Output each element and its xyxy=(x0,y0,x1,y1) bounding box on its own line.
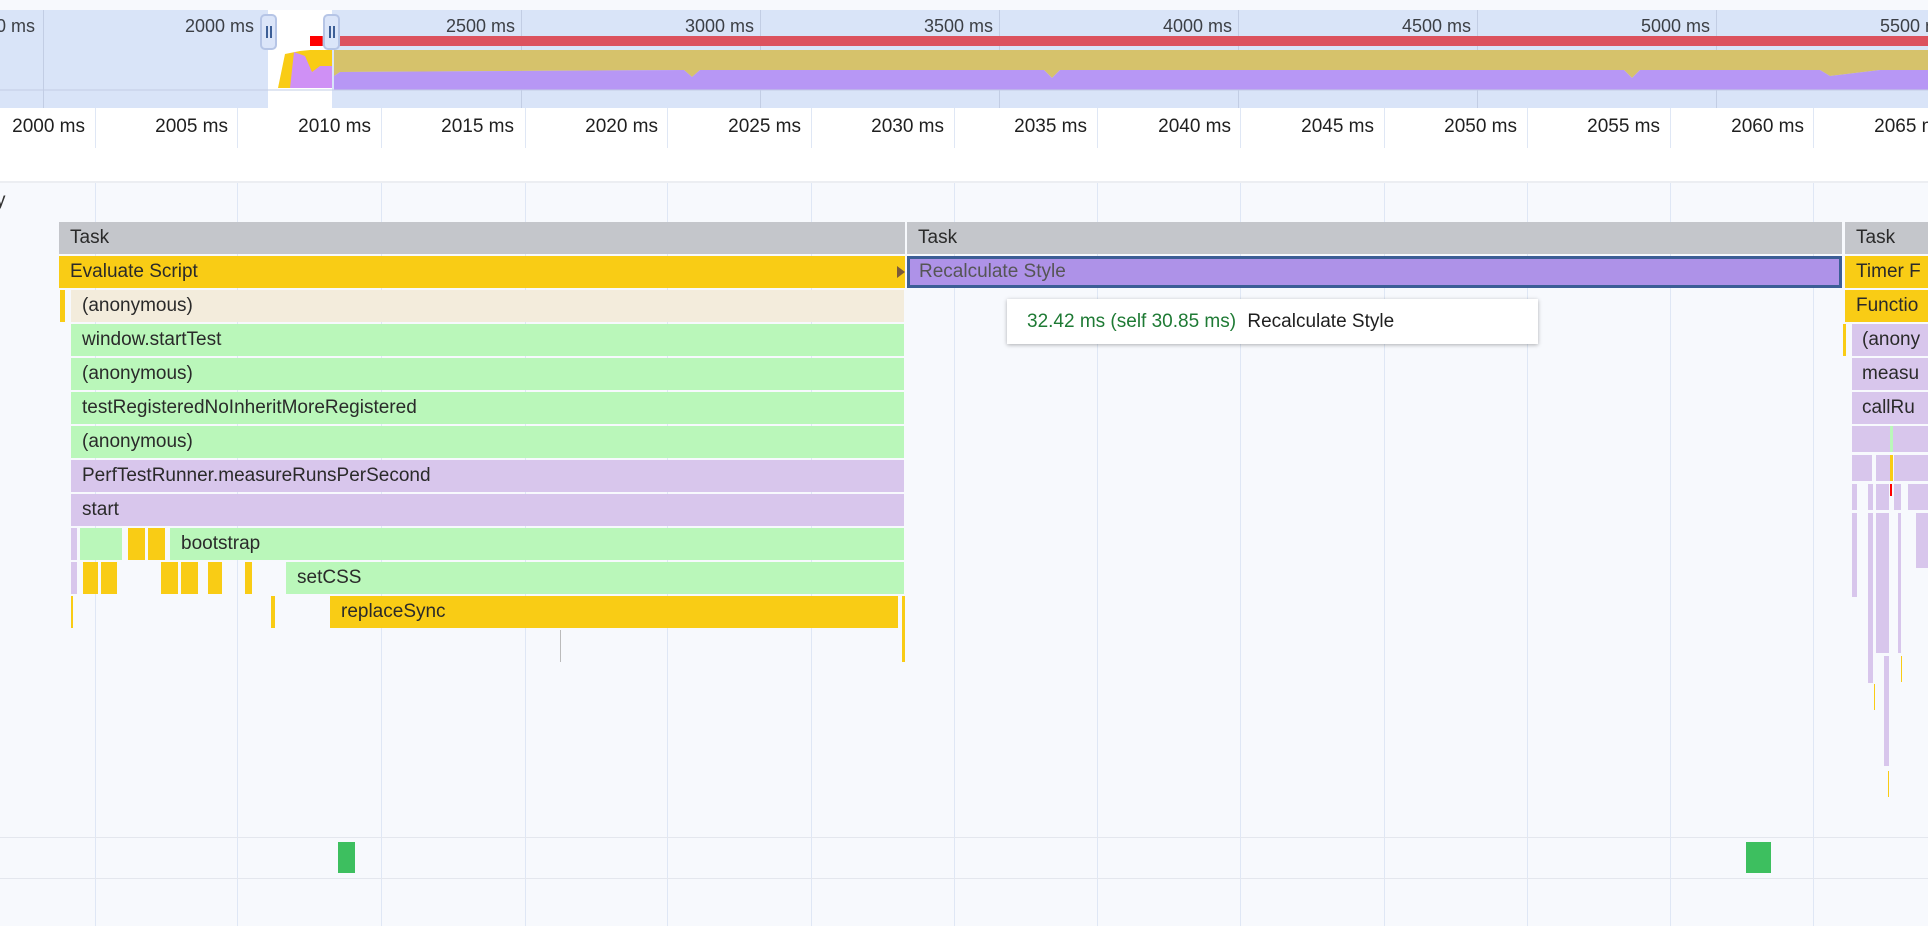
gridline xyxy=(1527,108,1528,926)
flame-bar[interactable]: start xyxy=(71,494,904,526)
small-event[interactable] xyxy=(60,290,65,322)
task-bar[interactable]: Task xyxy=(907,222,1842,254)
tick-label: 2020 ms xyxy=(585,116,658,137)
tick-label: 2040 ms xyxy=(1158,116,1231,137)
expand-arrow-icon xyxy=(897,266,905,278)
rendering-area xyxy=(334,70,1928,90)
small-event[interactable] xyxy=(83,562,98,594)
function-call-bar[interactable]: Functio xyxy=(1845,290,1928,322)
flame-bar[interactable]: testRegisteredNoInheritMoreRegistered xyxy=(71,392,904,424)
flame-bar[interactable]: (anonymous) xyxy=(71,358,904,390)
tick-label: 2010 ms xyxy=(298,116,371,137)
small-event[interactable] xyxy=(161,562,178,594)
gridline xyxy=(1670,108,1671,926)
tick-label: 2000 ms xyxy=(12,116,85,137)
empty-track xyxy=(0,148,1928,181)
tick-label: 2015 ms xyxy=(441,116,514,137)
tooltip-duration: 32.42 ms (self 30.85 ms) xyxy=(1027,311,1237,332)
small-event[interactable] xyxy=(101,562,117,594)
right-window-handle[interactable] xyxy=(323,14,340,50)
overview-gridline xyxy=(43,10,44,108)
small-event[interactable] xyxy=(128,528,145,560)
gridline xyxy=(1240,108,1241,926)
gridline xyxy=(954,108,955,926)
long-task-marker xyxy=(310,36,322,46)
flame-bar[interactable]: (anonymous) xyxy=(71,290,904,322)
timer-fired-bar[interactable]: Timer F xyxy=(1845,256,1928,288)
rendering-area-window xyxy=(290,52,332,88)
small-event[interactable] xyxy=(181,562,198,594)
small-event[interactable] xyxy=(208,562,222,594)
tick-label: 2025 ms xyxy=(728,116,801,137)
long-task-bar xyxy=(322,36,1928,46)
time-ruler: 2000 ms 2005 ms 2010 ms 2015 ms 2020 ms … xyxy=(0,108,1928,148)
nested-call-stacks[interactable] xyxy=(1852,426,1928,836)
task-bar[interactable]: Task xyxy=(1845,222,1928,254)
task-bar[interactable]: Task xyxy=(59,222,905,254)
overview-label: 1500 ms xyxy=(0,16,35,36)
tick-label: 2055 ms xyxy=(1587,116,1660,137)
flame-bar[interactable]: bootstrap xyxy=(170,528,904,560)
overview-activity-graph xyxy=(0,10,1928,108)
small-event[interactable] xyxy=(902,596,905,662)
overview-label: 5000 ms xyxy=(1640,16,1710,36)
small-event[interactable] xyxy=(271,596,275,628)
flame-bar[interactable]: (anony xyxy=(1852,324,1928,356)
tick-label: 2030 ms xyxy=(871,116,944,137)
scripting-area xyxy=(334,50,1928,78)
timeline-overview[interactable]: 1500 ms 2000 ms 2500 ms 3000 ms 3500 ms … xyxy=(0,10,1928,108)
frame-block[interactable] xyxy=(338,842,355,873)
tick-label: 2065 ms xyxy=(1874,116,1928,137)
left-window-handle[interactable] xyxy=(260,14,277,50)
track-label[interactable]: y xyxy=(0,190,6,211)
small-event[interactable] xyxy=(1843,324,1846,356)
flame-bar[interactable]: PerfTestRunner.measureRunsPerSecond xyxy=(71,460,904,492)
overview-label: 2000 ms xyxy=(184,16,254,36)
small-event[interactable] xyxy=(148,528,165,560)
gridline xyxy=(1097,108,1098,926)
tick-label: 2005 ms xyxy=(155,116,228,137)
tooltip-event-name: Recalculate Style xyxy=(1247,311,1395,332)
flame-bar[interactable]: (anonymous) xyxy=(71,426,904,458)
recalculate-style-bar[interactable]: Recalculate Style xyxy=(907,256,1842,288)
small-event[interactable] xyxy=(71,562,77,594)
overview-label: 4000 ms xyxy=(1162,16,1232,36)
tick-label: 2045 ms xyxy=(1301,116,1374,137)
tick-label: 2035 ms xyxy=(1014,116,1087,137)
flame-bar[interactable]: measu xyxy=(1852,358,1928,390)
small-event[interactable] xyxy=(560,630,561,662)
flame-bar[interactable]: replaceSync xyxy=(330,596,898,628)
frames-track-divider xyxy=(0,837,1928,838)
gridline xyxy=(1384,108,1385,926)
event-tooltip: 32.42 ms (self 30.85 ms) Recalculate Sty… xyxy=(1007,299,1538,344)
frame-block[interactable] xyxy=(1746,842,1771,873)
tick-label: 2050 ms xyxy=(1444,116,1517,137)
tick-label: 2060 ms xyxy=(1731,116,1804,137)
small-event[interactable] xyxy=(71,528,77,560)
gridline xyxy=(1813,108,1814,926)
small-event[interactable] xyxy=(245,562,252,594)
overview-label: 2500 ms xyxy=(445,16,515,36)
small-event[interactable] xyxy=(71,596,73,628)
flame-bar[interactable]: callRu xyxy=(1852,392,1928,424)
small-event[interactable] xyxy=(80,528,122,560)
flame-bar[interactable]: setCSS xyxy=(286,562,904,594)
overview-label: 5500 ms xyxy=(1879,16,1928,36)
evaluate-script-bar[interactable]: Evaluate Script xyxy=(59,256,905,288)
flame-bar[interactable]: window.startTest xyxy=(71,324,904,356)
overview-label: 3500 ms xyxy=(923,16,993,36)
overview-label: 4500 ms xyxy=(1401,16,1471,36)
track-divider xyxy=(0,181,1928,183)
overview-label: 3000 ms xyxy=(684,16,754,36)
frames-track-divider xyxy=(0,878,1928,879)
